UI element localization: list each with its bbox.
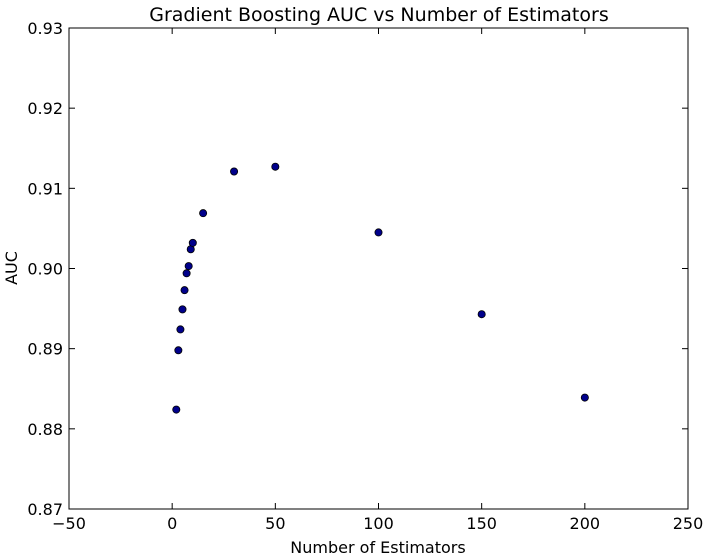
x-axis-label: Number of Estimators: [290, 538, 465, 557]
data-point: [178, 305, 187, 314]
data-point: [374, 228, 383, 237]
data-point: [230, 167, 239, 176]
y-tick-label: 0.87: [27, 500, 63, 519]
y-tick-label: 0.92: [27, 99, 63, 118]
data-point: [180, 286, 189, 295]
plot-area: [68, 27, 689, 510]
y-axis-label: AUC: [2, 251, 21, 285]
x-axis: −50 0 50 100 150 200 250: [52, 28, 703, 533]
data-point: [176, 325, 185, 334]
y-tick-label: 0.88: [27, 420, 63, 439]
data-point: [477, 310, 486, 319]
data-point: [184, 262, 193, 271]
data-point: [188, 238, 197, 247]
data-point: [271, 162, 280, 171]
data-point: [182, 269, 191, 278]
data-point: [172, 405, 181, 414]
x-tick-label: 150: [466, 514, 497, 533]
data-point: [580, 393, 589, 402]
chart-title: Gradient Boosting AUC vs Number of Estim…: [149, 4, 608, 26]
y-tick-label: 0.91: [27, 179, 63, 198]
y-axis: 0.87 0.88 0.89 0.90 0.91 0.92 0.93: [27, 19, 688, 519]
data-point: [174, 346, 183, 355]
y-tick-label: 0.90: [27, 260, 63, 279]
x-tick-label: −50: [52, 514, 86, 533]
data-points: [172, 162, 589, 414]
y-tick-label: 0.89: [27, 340, 63, 359]
x-tick-label: 0: [167, 514, 177, 533]
data-point: [199, 209, 208, 218]
x-tick-label: 50: [265, 514, 285, 533]
x-tick-label: 250: [673, 514, 704, 533]
x-tick-label: 200: [570, 514, 601, 533]
x-tick-label: 100: [363, 514, 394, 533]
y-tick-label: 0.93: [27, 19, 63, 38]
